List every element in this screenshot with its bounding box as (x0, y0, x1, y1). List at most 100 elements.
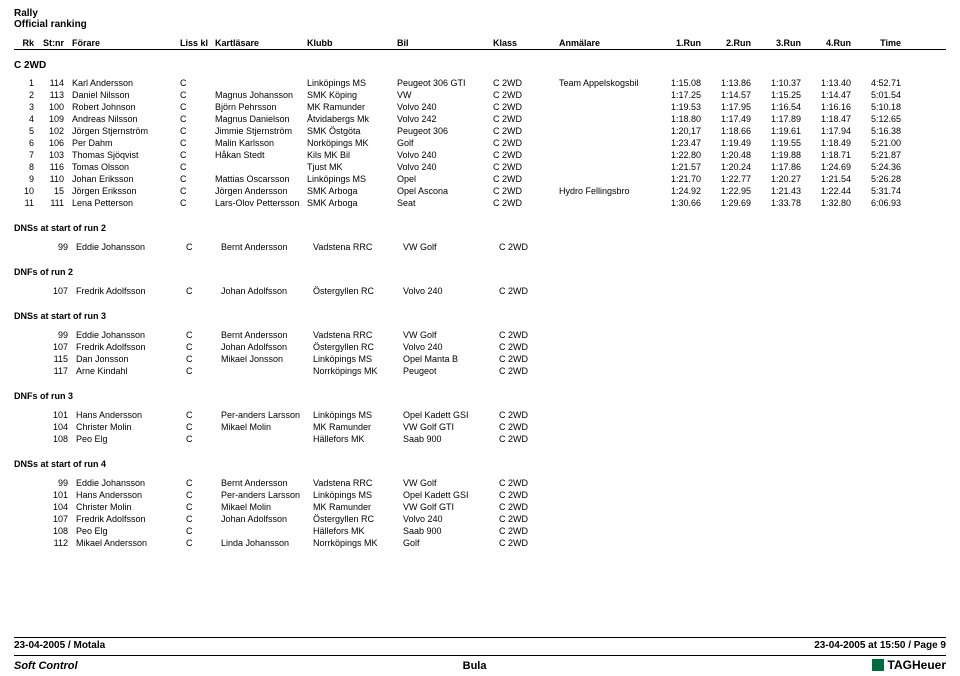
cell-co (215, 161, 307, 173)
table-row: 108Peo ElgCHällefors MKSaab 900C 2WD (20, 525, 946, 537)
cell-entrant (559, 101, 659, 113)
cell-entrant (559, 137, 659, 149)
cell-klass: C 2WD (499, 513, 565, 525)
cell-cls: C (186, 477, 221, 489)
class-label: C 2WD (14, 60, 946, 71)
cell-klass: C 2WD (499, 489, 565, 501)
cell-st: 114 (42, 77, 72, 89)
cell-co: Jimmie Stjernström (215, 125, 307, 137)
cell-co: Håkan Stedt (215, 149, 307, 161)
cell-st: 100 (42, 101, 72, 113)
cell-time: 5:21.00 (859, 137, 909, 149)
cell-co: Malin Karlsson (215, 137, 307, 149)
subsection-table: 99Eddie JohanssonCBernt AnderssonVadsten… (20, 241, 946, 253)
results-table: 1114Karl AnderssonCLinköpings MSPeugeot … (14, 77, 946, 209)
cell-driver: Christer Molin (76, 501, 186, 513)
cell-klass: C 2WD (499, 241, 565, 253)
cell-club: Norrköpings MK (313, 365, 403, 377)
cell-cls: C (186, 537, 221, 549)
cell-st: 112 (44, 537, 76, 549)
cell-r1: 1:21.57 (659, 161, 709, 173)
cell-club: Östergyllen RC (313, 513, 403, 525)
cell-klass: C 2WD (499, 329, 565, 341)
cell-car: Opel Kadett GSI (403, 409, 499, 421)
cell-rk: 7 (14, 149, 42, 161)
cell-club: MK Ramunder (313, 421, 403, 433)
sections: DNSs at start of run 2 99Eddie JohanssonC… (14, 223, 946, 549)
table-row: 99Eddie JohanssonCBernt AnderssonVadsten… (20, 477, 946, 489)
cell-club: Östergyllen RC (313, 341, 403, 353)
cell-co: Bernt Andersson (221, 477, 313, 489)
cell-car: VW Golf GTI (403, 421, 499, 433)
cell-car: Saab 900 (403, 433, 499, 445)
cell-club: SMK Köping (307, 89, 397, 101)
cell-entrant (559, 113, 659, 125)
cell-driver: Arne Kindahl (76, 365, 186, 377)
cell-entrant (559, 173, 659, 185)
cell-club: Norrköpings MK (313, 537, 403, 549)
cell-klass: C 2WD (499, 525, 565, 537)
cell-r3: 1:15.25 (759, 89, 809, 101)
col-r3: 3.Run (759, 38, 809, 48)
page-title: Rally (14, 8, 946, 19)
cell-car: Golf (397, 137, 493, 149)
cell-co: Bernt Andersson (221, 241, 313, 253)
cell-club: Kils MK Bil (307, 149, 397, 161)
cell-r4: 1:24.69 (809, 161, 859, 173)
cell-r2: 1:22.77 (709, 173, 759, 185)
cell-r2: 1:17.49 (709, 113, 759, 125)
cell-co: Per-anders Larsson (221, 409, 313, 421)
cell-klass: C 2WD (499, 365, 565, 377)
footer-date-page: 23-04-2005 at 15:50 / Page 9 (814, 640, 946, 651)
cell-st: 99 (44, 241, 76, 253)
cell-co (221, 433, 313, 445)
cell-st: 99 (44, 329, 76, 341)
cell-entrant (559, 125, 659, 137)
cell-st: 99 (44, 477, 76, 489)
table-row: 3100Robert JohnsonCBjörn PehrssonMK Ramu… (14, 101, 946, 113)
cell-driver: Fredrik Adolfsson (76, 341, 186, 353)
subsection-title: DNSs at start of run 2 (14, 223, 946, 233)
table-row: 1114Karl AnderssonCLinköpings MSPeugeot … (14, 77, 946, 89)
cell-st: 106 (42, 137, 72, 149)
cell-st: 109 (42, 113, 72, 125)
cell-r2: 1:13.86 (709, 77, 759, 89)
cell-st: 110 (42, 173, 72, 185)
cell-car: VW (397, 89, 493, 101)
cell-klass: C 2WD (493, 149, 559, 161)
cell-time: 4:52.71 (859, 77, 909, 89)
cell-r4: 1:18.49 (809, 137, 859, 149)
cell-club: Linköpings MS (313, 409, 403, 421)
cell-cls: C (186, 285, 221, 297)
cell-st: 101 (44, 409, 76, 421)
cell-r2: 1:20.48 (709, 149, 759, 161)
cell-driver: Hans Andersson (76, 489, 186, 501)
subsection-title: DNFs of run 2 (14, 267, 946, 277)
col-time: Time (859, 38, 909, 48)
cell-st: 103 (42, 149, 72, 161)
cell-r1: 1:21.70 (659, 173, 709, 185)
cell-time: 5:21.87 (859, 149, 909, 161)
page-footer: 23-04-2005 / Motala 23-04-2005 at 15:50 … (0, 633, 960, 676)
cell-club: Vadstena RRC (313, 329, 403, 341)
cell-time: 5:31.74 (859, 185, 909, 197)
footer-line-1: 23-04-2005 / Motala 23-04-2005 at 15:50 … (14, 637, 946, 651)
table-row: 115Dan JonssonCMikael JonssonLinköpings … (20, 353, 946, 365)
cell-time: 5:24.36 (859, 161, 909, 173)
cell-car: Opel (397, 173, 493, 185)
cell-co: Mikael Jonsson (221, 353, 313, 365)
cell-co (221, 525, 313, 537)
cell-klass: C 2WD (493, 113, 559, 125)
cell-klass: C 2WD (499, 501, 565, 513)
cell-r2: 1:20.24 (709, 161, 759, 173)
cell-r2: 1:29.69 (709, 197, 759, 209)
table-row: 11111Lena PettersonCLars-Olov Pettersson… (14, 197, 946, 209)
cell-car: Opel Manta B (403, 353, 499, 365)
cell-co (221, 365, 313, 377)
table-row: 8116Tomas OlssonCTjust MKVolvo 240C 2WD1… (14, 161, 946, 173)
cell-car: VW Golf GTI (403, 501, 499, 513)
cell-car: Saab 900 (403, 525, 499, 537)
cell-r3: 1:33.78 (759, 197, 809, 209)
cell-r4: 1:22.44 (809, 185, 859, 197)
cell-entrant: Team Appelskogsbil (559, 77, 659, 89)
